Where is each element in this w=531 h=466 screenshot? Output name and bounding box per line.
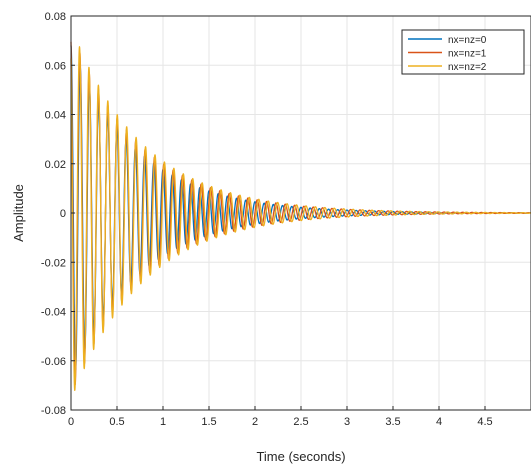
x-tick-label: 4.5 (477, 416, 492, 428)
legend: nx=nz=0 nx=nz=1 nx=nz=2 (401, 29, 525, 75)
legend-label-2: nx=nz=2 (448, 62, 487, 73)
y-tick-label: -0.02 (41, 257, 66, 269)
x-axis-label: Time (seconds) (256, 449, 345, 464)
y-tick-label: 0.08 (45, 11, 66, 23)
y-tick-label: -0.06 (41, 356, 66, 368)
legend-label-1: nx=nz=1 (448, 49, 487, 60)
x-tick-label: 3 (344, 416, 350, 428)
x-tick-label: 0 (68, 416, 74, 428)
y-tick-label: 0.06 (45, 60, 66, 72)
series-group (70, 41, 531, 391)
x-tick-label: 1.5 (201, 416, 216, 428)
y-tick-label: -0.08 (41, 405, 66, 417)
x-tick-label: 4 (436, 416, 442, 428)
y-tick-label: 0 (60, 208, 66, 220)
series-line-2 (70, 46, 531, 391)
x-tick-label: 0.5 (109, 416, 124, 428)
y-tick-label: 0.02 (45, 159, 66, 171)
x-tick-label: 2 (252, 416, 258, 428)
x-tick-label: 2.5 (293, 416, 308, 428)
x-tick-label: 1 (160, 416, 166, 428)
x-tick-label: 3.5 (385, 416, 400, 428)
y-tick-label: -0.04 (41, 307, 66, 319)
y-axis-label: Amplitude (11, 184, 26, 242)
y-tick-label: 0.04 (45, 110, 66, 122)
legend-label-0: nx=nz=0 (448, 35, 487, 46)
axis-ticks: 0 0.5 1 1.5 2 2.5 3 3.5 4 4.5 -0.08 -0.06 -0.04 -0.02… (41, 11, 493, 428)
